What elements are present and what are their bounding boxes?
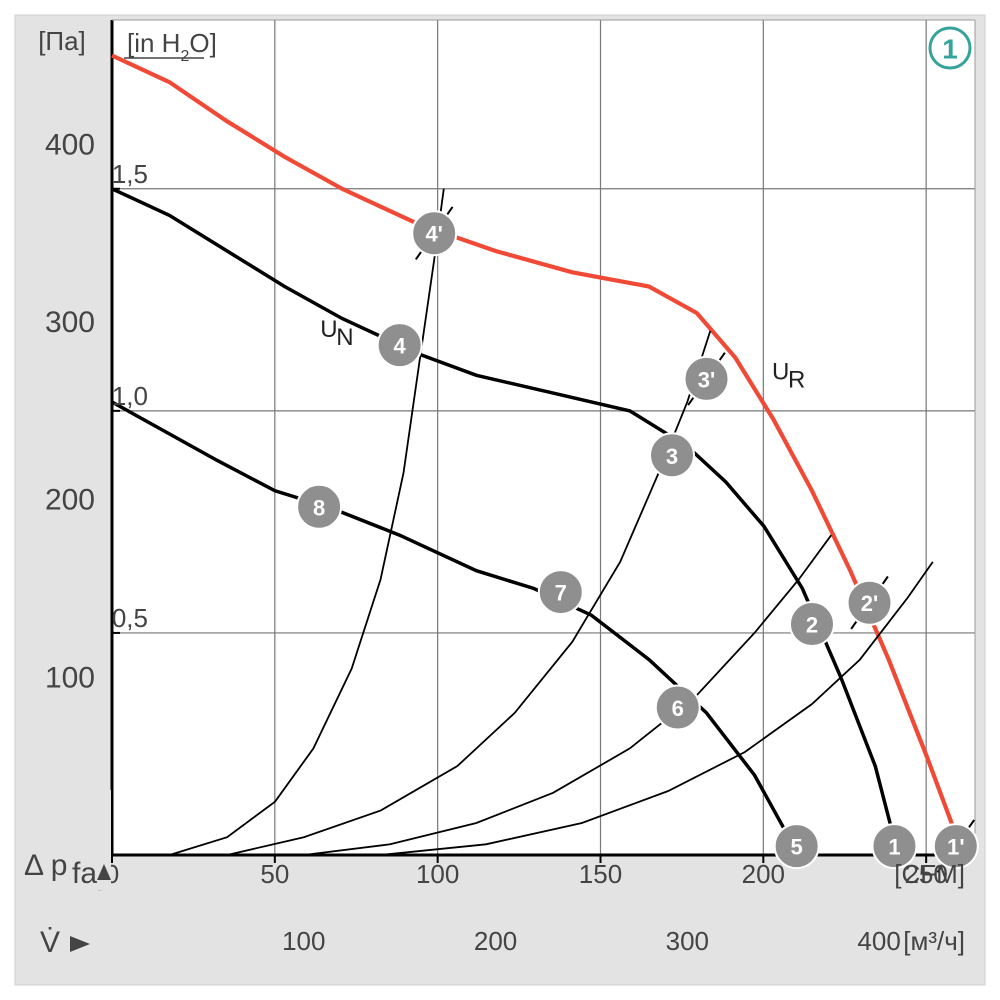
marker-label-5: 5 <box>791 835 803 860</box>
plot-area <box>112 20 975 855</box>
svg-text:N: N <box>336 324 353 351</box>
unit-pa: [Па] <box>38 26 86 56</box>
xtick-100: 100 <box>282 926 325 956</box>
marker-label-6: 6 <box>672 696 684 721</box>
y2tick-0,5: 0,5 <box>112 603 148 633</box>
marker-label-4p: 4' <box>425 222 442 247</box>
x2tick-100: 100 <box>416 859 459 889</box>
unit-m3h: [м³/ч] <box>903 926 965 956</box>
ytick-300: 300 <box>45 306 95 339</box>
xtick-400: 400 <box>857 926 900 956</box>
ytick-400: 400 <box>45 128 95 161</box>
marker-label-7: 7 <box>555 581 567 606</box>
marker-label-2p: 2' <box>861 591 878 616</box>
corner-badge-text: 1 <box>942 34 958 65</box>
marker-label-3p: 3' <box>698 367 715 392</box>
marker-label-2: 2 <box>806 613 818 638</box>
marker-label-1p: 1' <box>947 835 964 860</box>
x2tick-200: 200 <box>742 859 785 889</box>
marker-label-4: 4 <box>394 334 407 359</box>
svg-text:U: U <box>772 358 789 385</box>
unit-cfm: [CFM] <box>894 859 965 889</box>
fan-curve-chart: 11'22'33'44'5678UNUR1002003004000,51,01,… <box>0 0 1000 1000</box>
marker-label-8: 8 <box>313 495 325 520</box>
marker-label-3: 3 <box>666 444 678 469</box>
y2tick-1,5: 1,5 <box>112 159 148 189</box>
ytick-200: 200 <box>45 484 95 517</box>
svg-text:V̇: V̇ <box>40 926 60 959</box>
xtick-200: 200 <box>474 926 517 956</box>
marker-label-1: 1 <box>888 835 900 860</box>
svg-text:fa: fa <box>72 857 97 890</box>
ytick-100: 100 <box>45 661 95 694</box>
y2tick-1,0: 1,0 <box>112 381 148 411</box>
x2tick-50: 50 <box>260 859 289 889</box>
svg-text:U: U <box>320 316 337 343</box>
svg-text:Δ p: Δ p <box>24 849 67 882</box>
svg-text:R: R <box>788 366 805 393</box>
xtick-300: 300 <box>666 926 709 956</box>
x2tick-150: 150 <box>579 859 622 889</box>
